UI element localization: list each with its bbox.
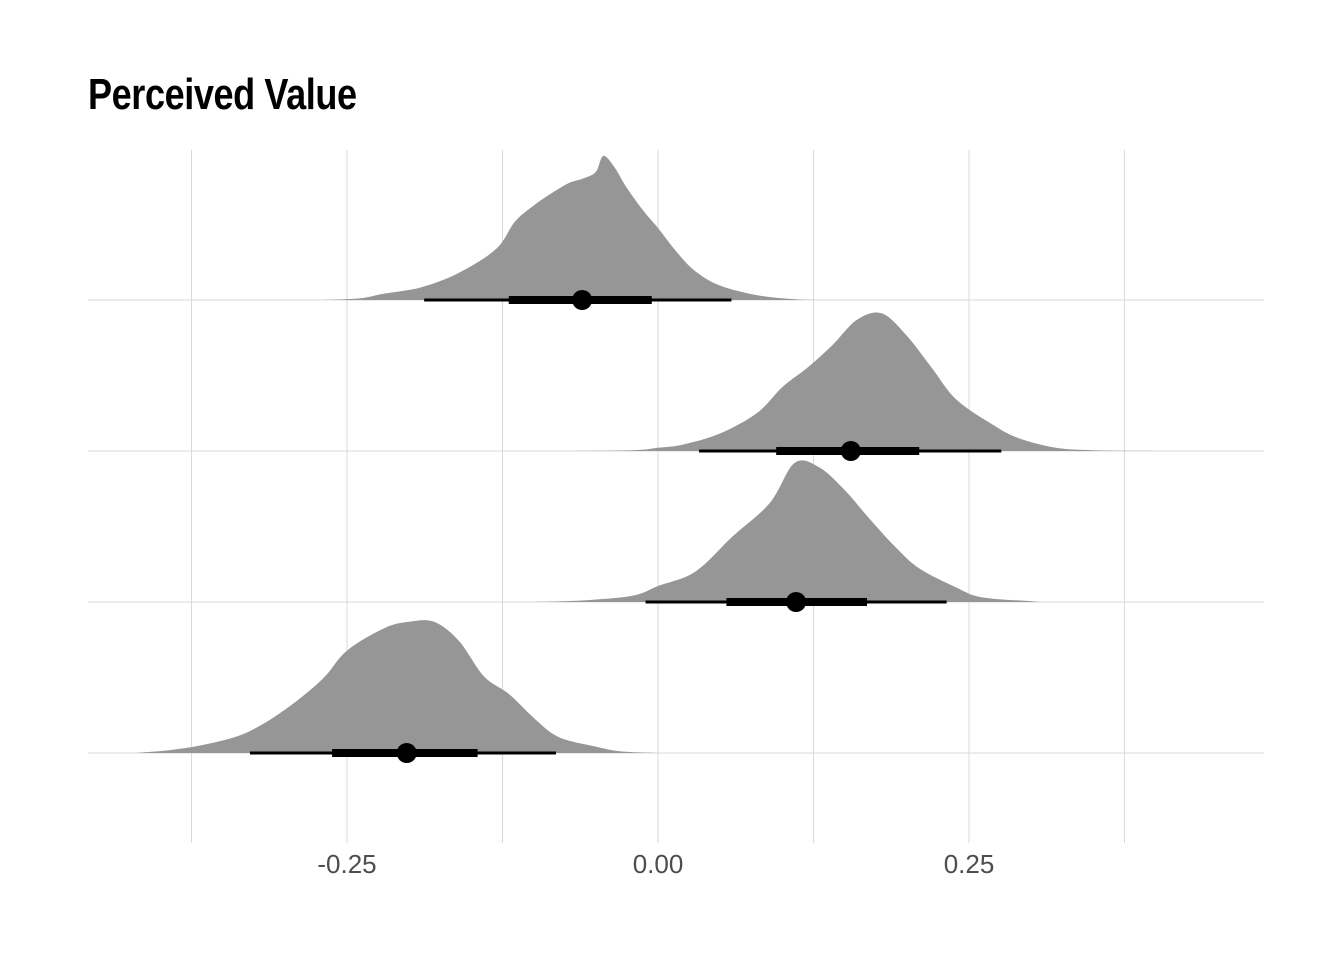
x-tick-label: 0.25 xyxy=(944,849,995,879)
density-slab-4 xyxy=(135,620,658,753)
median-point-3 xyxy=(786,592,807,612)
median-point-1 xyxy=(572,290,593,310)
density-slab-3 xyxy=(533,460,1044,602)
x-tick-label: -0.25 xyxy=(317,849,376,879)
chart-title: Perceived Value xyxy=(88,70,357,119)
density-slab-2 xyxy=(558,312,1156,451)
median-point-4 xyxy=(396,743,417,763)
density-slab-1 xyxy=(322,155,833,300)
median-point-2 xyxy=(840,441,861,461)
x-tick-label: 0.00 xyxy=(633,849,684,879)
